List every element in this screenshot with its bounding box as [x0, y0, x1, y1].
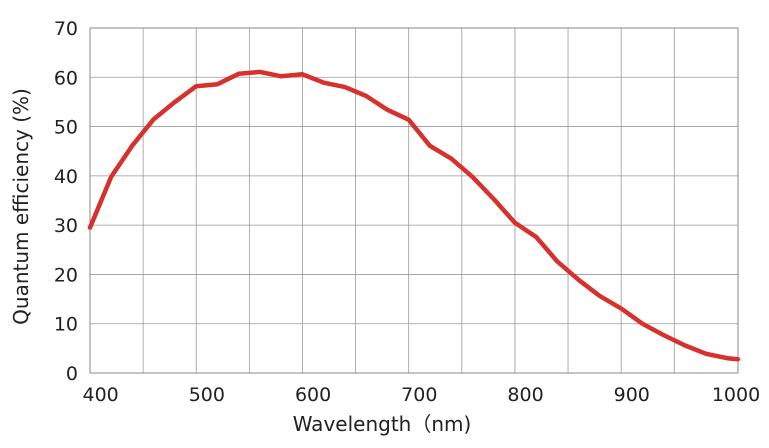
x-axis-title: Wavelength（nm) [293, 412, 472, 436]
y-tick-label: 70 [54, 18, 78, 40]
y-tick-label: 0 [66, 363, 78, 385]
series-line [87, 69, 741, 362]
y-tick-label: 50 [54, 117, 78, 139]
y-tick-label: 30 [54, 215, 78, 237]
x-tick-label: 900 [614, 384, 650, 406]
series-layer [87, 69, 741, 362]
y-tick-label: 10 [54, 314, 78, 336]
x-tick-label: 400 [82, 384, 118, 406]
x-tick-label: 700 [401, 384, 437, 406]
y-tick-label: 20 [54, 264, 78, 286]
x-tick-label: 600 [295, 384, 331, 406]
plot-area-frame [89, 27, 739, 374]
y-axis-title: Quantum efficiency (%) [9, 88, 33, 325]
x-tick-label: 800 [507, 384, 543, 406]
x-tick-label: 1000 [712, 384, 760, 406]
y-tick-label: 40 [54, 166, 78, 188]
y-tick-label: 60 [54, 67, 78, 89]
x-tick-label: 500 [189, 384, 225, 406]
x-axis-tick-labels: 400 500 600 700 800 900 1000 [82, 384, 760, 406]
y-axis-tick-labels: 0 10 20 30 40 50 60 70 [54, 18, 78, 385]
